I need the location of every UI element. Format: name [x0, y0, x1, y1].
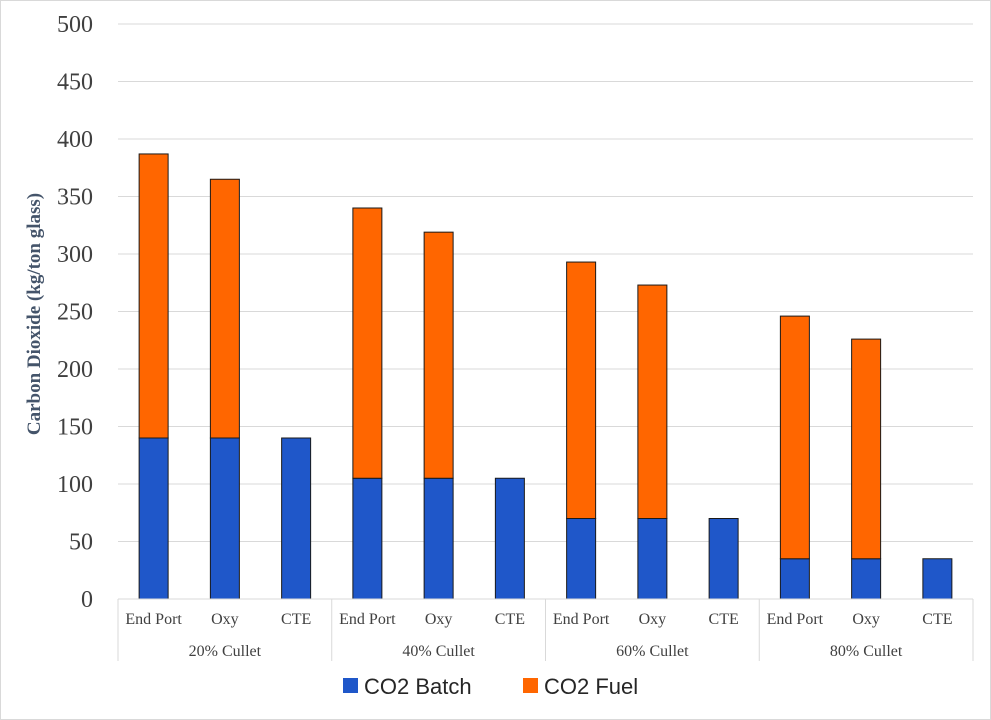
y-tick-label: 250 [57, 300, 93, 326]
legend-label-co2-fuel: CO2 Fuel [544, 674, 638, 699]
y-tick-label: 50 [69, 530, 93, 556]
group-label: 40% Cullet [402, 643, 475, 660]
gridlines [118, 23, 973, 542]
group-label: 80% Cullet [830, 643, 903, 660]
bar-co2-fuel [138, 153, 169, 439]
bar-co2-fuel [637, 284, 668, 519]
y-tick-label: 0 [81, 587, 93, 613]
bar-co2-batch [281, 437, 312, 600]
bar-co2-fuel [566, 261, 597, 519]
bars [138, 153, 953, 600]
x-tick-label: End Port [767, 611, 824, 628]
y-tick-label: 450 [57, 70, 93, 96]
y-axis-ticks: 0 50 100 150 200 250 300 350 400 450 500 [57, 12, 93, 613]
bar-co2-batch [637, 518, 668, 600]
group-label: 20% Cullet [189, 643, 262, 660]
bar-co2-fuel [209, 178, 240, 439]
x-tick-label: End Port [125, 611, 182, 628]
x-tick-label: CTE [922, 611, 952, 628]
bar-co2-batch [851, 558, 882, 600]
bar-co2-batch [138, 437, 169, 600]
bar-co2-fuel [352, 207, 383, 479]
y-tick-label: 100 [57, 472, 93, 498]
y-tick-label: 350 [57, 185, 93, 211]
group-label: 60% Cullet [616, 643, 689, 660]
y-tick-label: 200 [57, 357, 93, 383]
y-axis-label: Carbon Dioxide (kg/ton glass) [24, 193, 45, 435]
x-tick-label: CTE [281, 611, 311, 628]
bar-co2-batch [922, 558, 953, 600]
bar-co2-batch [566, 518, 597, 600]
y-tick-label: 400 [57, 127, 93, 153]
legend: CO2 Batch CO2 Fuel [343, 674, 638, 699]
x-tick-label: CTE [495, 611, 525, 628]
y-tick-label: 150 [57, 415, 93, 441]
x-axis: End Port Oxy CTE End Port Oxy CTE End Port Oxy C… [117, 598, 974, 661]
bar-co2-batch [494, 477, 525, 600]
legend-swatch-co2-batch [343, 678, 358, 693]
bar-co2-fuel [851, 338, 882, 560]
bar-co2-fuel [423, 231, 454, 479]
y-tick-label: 500 [57, 12, 93, 38]
bar-co2-batch [209, 437, 240, 600]
bar-co2-batch [779, 558, 810, 600]
bar-co2-batch [708, 518, 739, 600]
x-tick-label: Oxy [211, 611, 239, 628]
legend-swatch-co2-fuel [523, 678, 538, 693]
x-tick-label: Oxy [425, 611, 453, 628]
x-tick-label: CTE [709, 611, 739, 628]
x-tick-label: Oxy [852, 611, 880, 628]
legend-label-co2-batch: CO2 Batch [364, 674, 472, 699]
x-tick-label: Oxy [639, 611, 667, 628]
bar-co2-fuel [779, 315, 810, 560]
x-tick-label: End Port [553, 611, 610, 628]
y-tick-label: 300 [57, 242, 93, 268]
bar-co2-batch [352, 477, 383, 600]
x-tick-label: End Port [339, 611, 396, 628]
bar-co2-batch [423, 477, 454, 600]
